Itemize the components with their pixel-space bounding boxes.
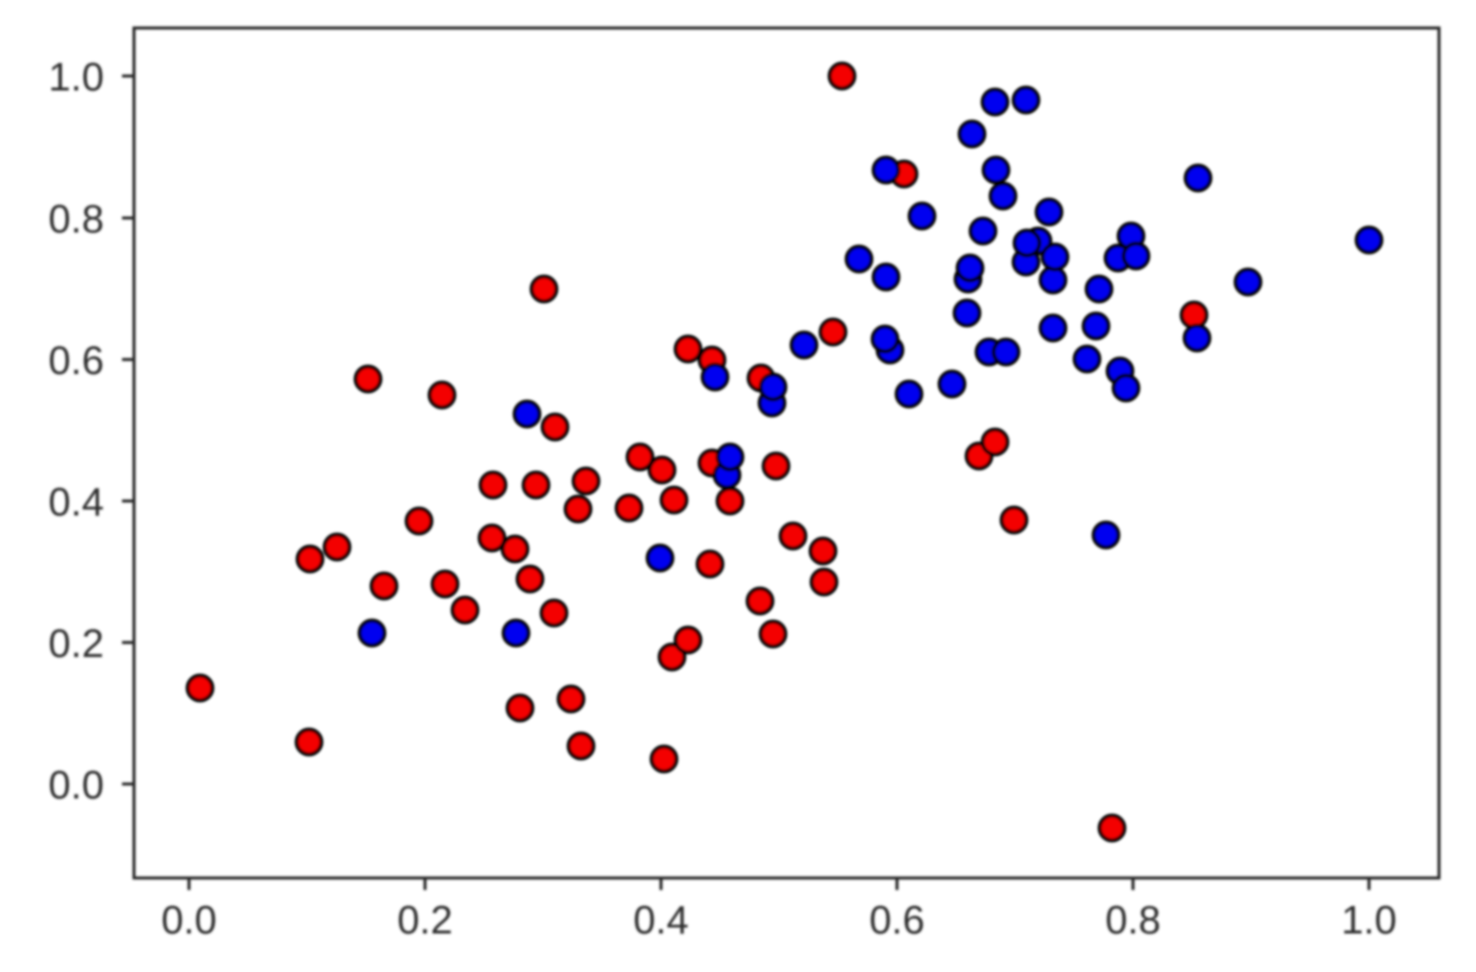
svg-text:0.8: 0.8	[1105, 899, 1161, 943]
svg-text:0.4: 0.4	[633, 899, 689, 943]
svg-text:0.2: 0.2	[48, 622, 104, 666]
svg-text:0.2: 0.2	[397, 899, 453, 943]
svg-text:0.8: 0.8	[48, 198, 104, 242]
svg-text:0.6: 0.6	[48, 339, 104, 383]
svg-text:0.0: 0.0	[161, 899, 217, 943]
svg-text:1.0: 1.0	[48, 56, 104, 100]
svg-text:0.0: 0.0	[48, 764, 104, 808]
svg-text:1.0: 1.0	[1341, 899, 1397, 943]
svg-text:0.6: 0.6	[869, 899, 925, 943]
svg-text:0.4: 0.4	[48, 481, 104, 525]
